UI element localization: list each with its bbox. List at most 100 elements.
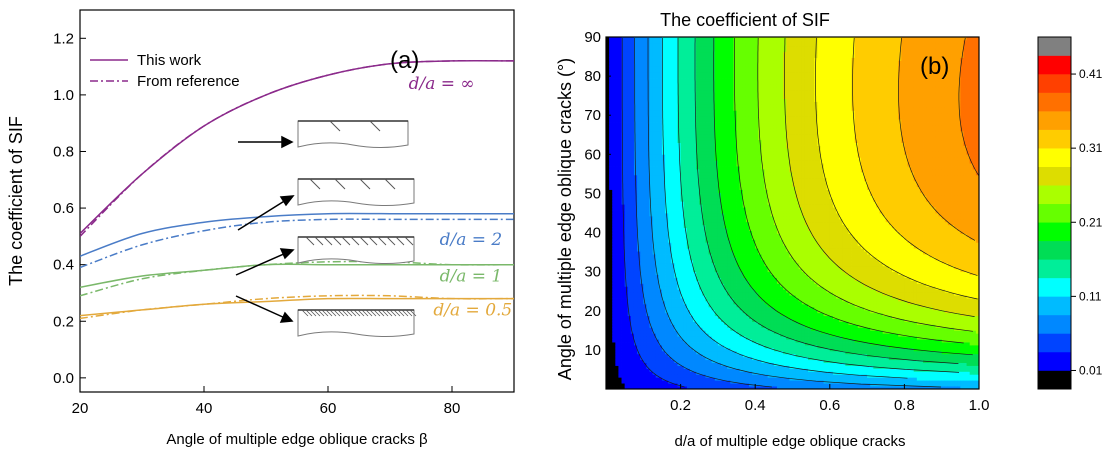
- contour-cell: [730, 157, 734, 161]
- contour-cell: [717, 353, 722, 358]
- contour-cell: [708, 171, 713, 176]
- contour-cell: [627, 327, 632, 331]
- contour-cell: [702, 78, 706, 82]
- contour-cell: [633, 324, 638, 328]
- contour-cell: [702, 268, 706, 273]
- contour-cell: [633, 251, 638, 255]
- contour-cell: [665, 148, 669, 152]
- contour-cell: [621, 174, 626, 179]
- contour-cell: [655, 42, 660, 47]
- contour-cell: [630, 298, 635, 302]
- contour-cell: [724, 339, 728, 343]
- contour-cell: [621, 362, 626, 366]
- contour-cell: [609, 356, 613, 361]
- contour-cell: [612, 271, 616, 275]
- contour-cell: [658, 66, 663, 70]
- contour-cell: [711, 227, 716, 231]
- contour-cell: [661, 333, 666, 337]
- contour-cell: [668, 127, 672, 132]
- contour-cell: [714, 383, 719, 387]
- contour-cell: [624, 262, 629, 267]
- contour-cell: [633, 292, 638, 296]
- contour-cell: [717, 116, 722, 120]
- contour-cell: [609, 201, 613, 205]
- contour-cell: [714, 110, 719, 114]
- contour-cell: [633, 213, 638, 217]
- contour-cell: [624, 301, 629, 305]
- contour-cell: [643, 215, 647, 220]
- contour-cell: [609, 78, 613, 82]
- contour-cell: [606, 289, 610, 293]
- contour-cell: [615, 239, 619, 243]
- contour-cell: [606, 353, 610, 358]
- contour-cell: [630, 368, 635, 372]
- contour-cell: [606, 350, 610, 355]
- contour-cell: [624, 139, 629, 143]
- contour-cell: [621, 365, 626, 369]
- contour-cell: [615, 116, 619, 120]
- contour-cell: [621, 110, 626, 114]
- contour-cell: [658, 154, 663, 158]
- contour-cell: [714, 248, 719, 252]
- contour-cell: [717, 365, 722, 369]
- contour-cell: [693, 371, 697, 375]
- contour-cell: [637, 383, 641, 387]
- contour-cell: [627, 339, 632, 343]
- contour-cell: [689, 353, 694, 358]
- contour-cell: [652, 83, 657, 88]
- contour-cell: [711, 336, 716, 340]
- contour-cell: [624, 242, 629, 246]
- contour-cell: [705, 295, 709, 299]
- contour-cell: [624, 189, 629, 193]
- contour-cell: [708, 95, 713, 99]
- contour-cell: [724, 180, 728, 185]
- contour-cell: [609, 239, 613, 243]
- contour-cell: [674, 365, 678, 369]
- contour-cell: [655, 324, 660, 328]
- contour-cell: [646, 198, 650, 202]
- contour-cell: [618, 227, 622, 231]
- contour-cell: [643, 280, 647, 284]
- contour-cell: [655, 39, 660, 44]
- contour-cell: [727, 292, 731, 296]
- contour-cell: [727, 75, 731, 79]
- contour-cell: [677, 309, 681, 314]
- contour-cell: [643, 180, 647, 185]
- contour-cell: [665, 274, 669, 278]
- contour-cell: [689, 215, 694, 220]
- contour-cell: [643, 51, 647, 55]
- contour-cell: [683, 142, 688, 146]
- contour-cell: [633, 330, 638, 334]
- contour-cell: [618, 324, 622, 328]
- contour-cell: [686, 312, 691, 317]
- contour-cell: [705, 125, 709, 129]
- contour-cell: [696, 347, 700, 352]
- contour-cell: [665, 271, 669, 275]
- contour-cell: [705, 215, 709, 220]
- contour-cell: [606, 327, 610, 331]
- contour-cell: [661, 37, 666, 41]
- contour-cell: [714, 101, 719, 105]
- contour-cell: [708, 365, 713, 369]
- contour-cell: [721, 180, 725, 185]
- contour-cell: [721, 54, 725, 58]
- contour-cell: [637, 327, 641, 331]
- contour-cell: [721, 359, 725, 363]
- contour-cell: [677, 336, 681, 340]
- contour-cell: [661, 42, 666, 47]
- contour-cell: [671, 81, 675, 85]
- contour-cell: [721, 295, 725, 299]
- contour-cell: [630, 113, 635, 117]
- contour-cell: [612, 75, 616, 79]
- contour-cell: [714, 119, 719, 123]
- contour-cell: [699, 262, 703, 267]
- contour-cell: [711, 239, 716, 243]
- contour-cell: [630, 245, 635, 249]
- contour-cell: [686, 303, 691, 308]
- contour-cell: [630, 119, 635, 123]
- contour-cell: [665, 356, 669, 361]
- contour-cell: [699, 257, 703, 261]
- contour-cell: [705, 353, 709, 358]
- contour-cell: [630, 321, 635, 325]
- contour-cell: [714, 271, 719, 275]
